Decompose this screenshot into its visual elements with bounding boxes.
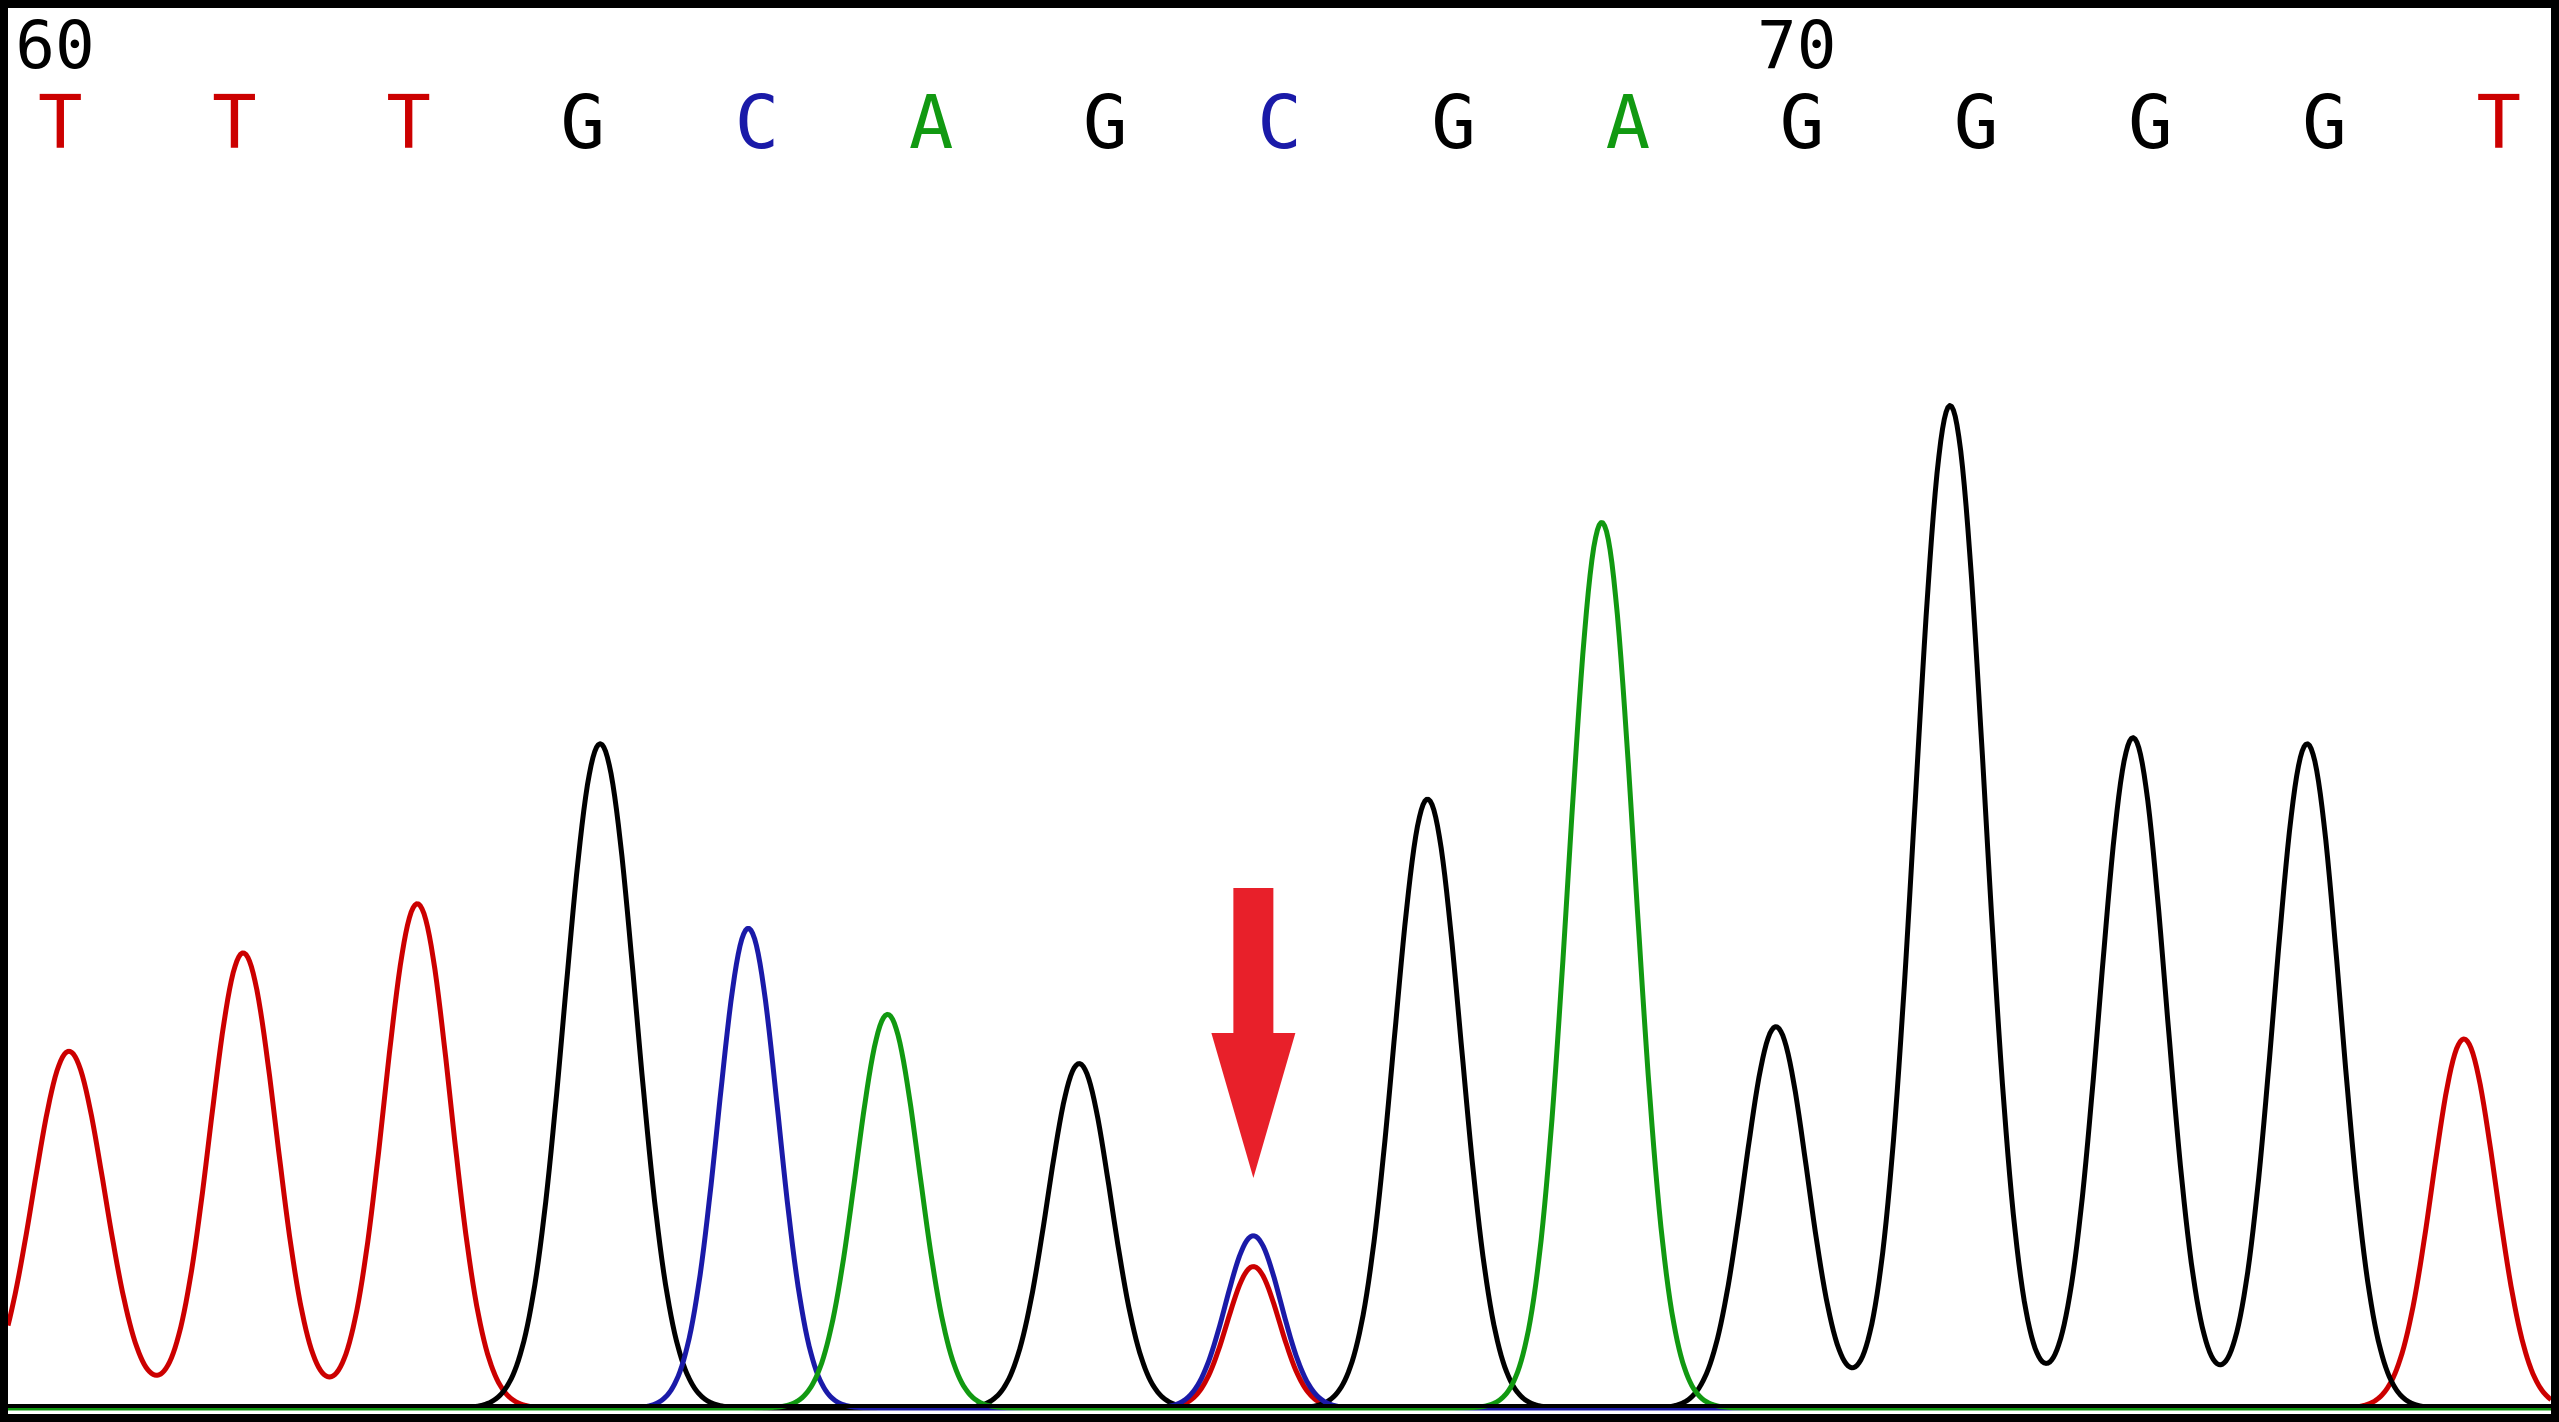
mutation-arrow: [1211, 888, 1296, 1178]
base-call-62: T: [386, 80, 431, 166]
trace-G: [8, 403, 2551, 1411]
base-call-60: T: [38, 80, 83, 166]
trace-A: [8, 520, 2551, 1411]
mutation-arrow-head: [1211, 1033, 1296, 1178]
base-call-61: T: [212, 80, 257, 166]
base-call-66: G: [1083, 80, 1128, 166]
base-call-68: G: [1431, 80, 1476, 166]
base-call-73: G: [2302, 80, 2347, 166]
base-call-74: T: [2476, 80, 2521, 166]
position-label-70: 70: [1757, 8, 1836, 84]
base-call-67: C: [1257, 80, 1302, 166]
position-label-60: 60: [15, 8, 94, 84]
trace-lines: [8, 403, 2551, 1411]
base-call-69: A: [1606, 80, 1651, 166]
mutation-arrow-shaft: [1233, 888, 1274, 1038]
annotation-layer: [1211, 888, 1296, 1178]
base-call-64: C: [735, 80, 780, 166]
base-call-63: G: [561, 80, 606, 166]
position-labels: 60 70: [15, 8, 1836, 84]
base-call-65: A: [909, 80, 954, 166]
trace-C: [8, 926, 2551, 1411]
base-call-72: G: [2128, 80, 2173, 166]
trace-T: [8, 901, 2551, 1411]
base-call-71: G: [1954, 80, 1999, 166]
chromatogram-panel: 60 70 T T T G C A G C G A G G G G T: [8, 8, 2551, 1414]
base-call-70: G: [1780, 80, 1825, 166]
chromatogram: 60 70 T T T G C A G C G A G G G G T: [8, 8, 2551, 1411]
